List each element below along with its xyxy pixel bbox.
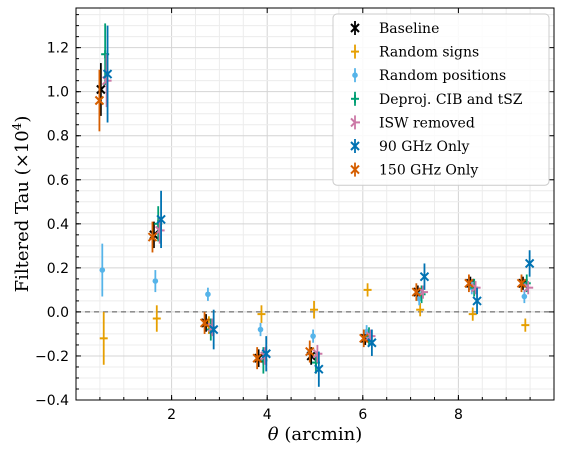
data-point-stroke (472, 296, 482, 306)
legend-label: Random signs (379, 45, 479, 61)
data-point-stroke (147, 232, 158, 242)
legend-marker (352, 72, 358, 78)
data-point (208, 324, 219, 335)
data-point (252, 353, 262, 363)
data-point (521, 293, 528, 300)
data-point-stroke (419, 271, 430, 282)
legend-marker-stroke (350, 23, 360, 33)
data-point-stroke (253, 353, 264, 363)
data-point (367, 338, 377, 348)
data-point (305, 346, 315, 357)
data-point (419, 271, 430, 282)
legend-marker-stroke (350, 121, 356, 128)
y-axis-label-main: Filtered Tau (×10 (12, 130, 33, 292)
data-point-stroke (102, 69, 113, 79)
data-point (102, 69, 113, 79)
data-point-stroke (314, 364, 324, 374)
data-point-stroke (411, 287, 422, 297)
plot-frame (75, 7, 555, 401)
data-point-stroke (470, 286, 477, 293)
data-point (257, 326, 264, 333)
data-point (96, 84, 106, 95)
x-tick-label: 8 (454, 407, 463, 423)
data-point (464, 278, 474, 288)
legend-label: ISW removed (379, 115, 475, 131)
data-point (205, 291, 211, 298)
data-point-stroke (306, 351, 316, 361)
data-point-stroke (96, 84, 106, 95)
y-tick-label: −0.2 (35, 349, 69, 365)
legend-label: Baseline (379, 21, 439, 37)
legend-marker (350, 117, 360, 128)
data-point (516, 278, 527, 288)
data-point (523, 282, 534, 293)
series-90-ghz-only (102, 25, 535, 387)
data-point-stroke (365, 335, 372, 341)
data-point (524, 258, 535, 269)
legend-label: Random positions (379, 68, 506, 84)
data-point (94, 95, 105, 106)
data-point (310, 333, 316, 339)
legend-label: Deproj. CIB and tSZ (379, 92, 523, 108)
data-point-stroke (523, 286, 529, 293)
data-point-stroke (94, 95, 105, 106)
series-random-signs (99, 283, 530, 365)
data-point-stroke (252, 353, 262, 363)
data-point (156, 214, 166, 225)
data-point (314, 364, 324, 374)
data-point-stroke (359, 333, 369, 344)
legend-marker (350, 164, 360, 175)
data-point-stroke (101, 79, 108, 86)
data-point-stroke (199, 318, 210, 328)
data-point (261, 349, 271, 359)
y-tick-label: 0.0 (47, 305, 69, 321)
y-axis-label-close: ) (12, 116, 33, 123)
x-axis-label-symbol: θ (268, 424, 279, 445)
y-tick-label: 0.4 (47, 217, 69, 233)
y-tick-label: −0.4 (35, 393, 69, 409)
data-point (359, 333, 369, 344)
data-point (99, 267, 106, 273)
series-150-ghz-only (94, 69, 527, 370)
legend: Baseline Random signs Random positions Depr… (332, 13, 550, 186)
legend-frame (332, 13, 550, 186)
data-point (147, 232, 158, 242)
y-tick-label: 1.0 (47, 85, 69, 101)
legend-marker (350, 23, 360, 33)
legend-marker (351, 94, 359, 103)
ticks: 2 4 6 8 −0.4 −0.2 0.0 0.2 0.4 0.6 0.8 1.0 1.2 (35, 8, 554, 423)
data-point (411, 287, 422, 297)
data-point-stroke (261, 349, 271, 359)
x-tick-label: 6 (358, 407, 367, 423)
y-axis-label-exponent: 4 (10, 122, 24, 130)
legend-marker-stroke (350, 141, 360, 151)
data-point-stroke (312, 353, 319, 359)
data-point-stroke (524, 258, 535, 269)
data-point-stroke (156, 214, 166, 225)
data-point-stroke (367, 338, 377, 348)
data-point-stroke (465, 278, 476, 288)
y-tick-label: 1.2 (47, 41, 69, 57)
x-tick-label: 2 (167, 407, 176, 423)
y-tick-label: 0.6 (47, 173, 69, 189)
data-point-stroke (305, 346, 315, 357)
x-axis-label: θ (arcmin) (268, 424, 362, 445)
data-point-stroke (464, 278, 474, 288)
x-axis-label-unit: (arcmin) (279, 424, 363, 445)
legend-marker-stroke (350, 164, 360, 175)
data-point (152, 278, 159, 284)
y-axis-label: Filtered Tau (×104) (10, 116, 33, 293)
x-tick-label: 4 (263, 407, 272, 423)
legend-marker (350, 141, 360, 151)
data-point (472, 296, 482, 306)
series-layer (94, 23, 535, 387)
data-point-stroke (516, 278, 527, 288)
legend-label: 150 GHz Only (379, 163, 478, 179)
y-tick-label: 0.2 (47, 261, 69, 277)
data-point (199, 318, 210, 328)
y-tick-label: 0.8 (47, 129, 69, 145)
data-point-stroke (208, 324, 219, 335)
legend-label: 90 GHz Only (379, 139, 469, 155)
